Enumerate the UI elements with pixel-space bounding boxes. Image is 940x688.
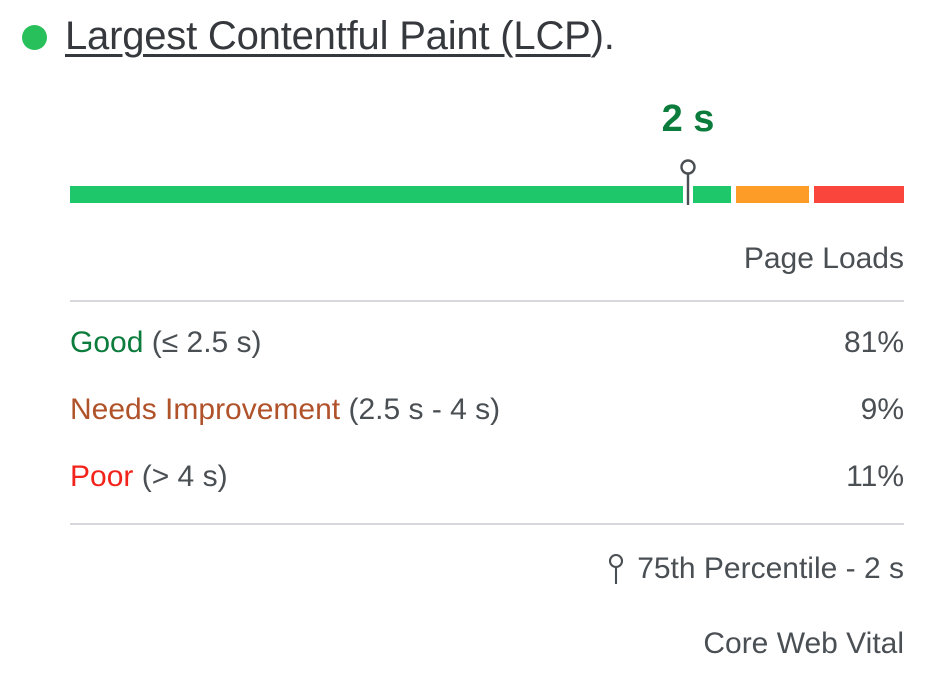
page-title: Largest Contentful Paint (LCP). [65, 16, 615, 56]
table-row: Good (≤ 2.5 s) 81% [70, 326, 904, 393]
row-range-poor: (> 4 s) [133, 460, 228, 493]
column-header-page-loads: Page Loads [743, 242, 904, 275]
row-name-good: Good [70, 326, 144, 359]
bar-segment-poor [814, 186, 904, 203]
lcp-gauge: 2 s [70, 100, 904, 205]
table-row: Needs Improvement (2.5 s - 4 s) 9% [70, 393, 904, 460]
distribution-table: Good (≤ 2.5 s) 81% Needs Improvement (2.… [70, 326, 904, 527]
row-label-needs-improvement: Needs Improvement (2.5 s - 4 s) [70, 393, 500, 427]
divider-top [70, 300, 904, 302]
row-value-needs-improvement: 9% [860, 393, 904, 426]
metric-title-link[interactable]: Largest Contentful Paint (LCP [65, 14, 591, 58]
location-pin-icon [608, 553, 624, 586]
distribution-bar [70, 186, 904, 203]
row-range-needs-improvement: (2.5 s - 4 s) [340, 393, 501, 426]
gauge-value-label: 2 s [661, 98, 715, 140]
row-value-good: 81% [843, 326, 904, 359]
row-name-needs-improvement: Needs Improvement [70, 393, 341, 426]
percentile-summary: 75th Percentile - 2 s [70, 552, 904, 586]
bar-segment-good-overflow [693, 186, 731, 203]
row-label-poor: Poor (> 4 s) [70, 460, 228, 494]
divider-bottom [70, 523, 904, 525]
metric-title-suffix: ). [590, 14, 615, 58]
row-value-poor: 11% [846, 460, 904, 493]
row-name-poor: Poor [70, 460, 134, 493]
row-label-good: Good (≤ 2.5 s) [70, 326, 262, 360]
status-dot-icon [22, 24, 47, 50]
core-web-vital-note: Core Web Vital [703, 627, 904, 660]
percentile-label: 75th Percentile - 2 s [637, 552, 904, 585]
bar-segment-needs-improvement [735, 186, 810, 203]
metric-header: Largest Contentful Paint (LCP). [22, 8, 615, 64]
table-row: Poor (> 4 s) 11% [70, 460, 904, 527]
row-range-good: (≤ 2.5 s) [143, 326, 262, 359]
percentile-marker-pin-icon [679, 158, 697, 205]
bar-segment-good [70, 186, 683, 203]
